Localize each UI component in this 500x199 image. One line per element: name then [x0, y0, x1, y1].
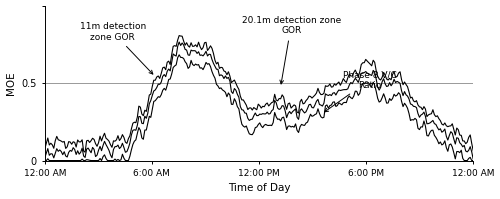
- Text: 20.1m detection zone
GOR: 20.1m detection zone GOR: [242, 16, 341, 84]
- X-axis label: Time of Day: Time of Day: [228, 183, 290, 193]
- Y-axis label: MOE: MOE: [6, 71, 16, 95]
- Text: 11m detection
zone GOR: 11m detection zone GOR: [80, 22, 153, 74]
- Text: Phase 8 V/C
Ratio: Phase 8 V/C Ratio: [324, 70, 396, 112]
